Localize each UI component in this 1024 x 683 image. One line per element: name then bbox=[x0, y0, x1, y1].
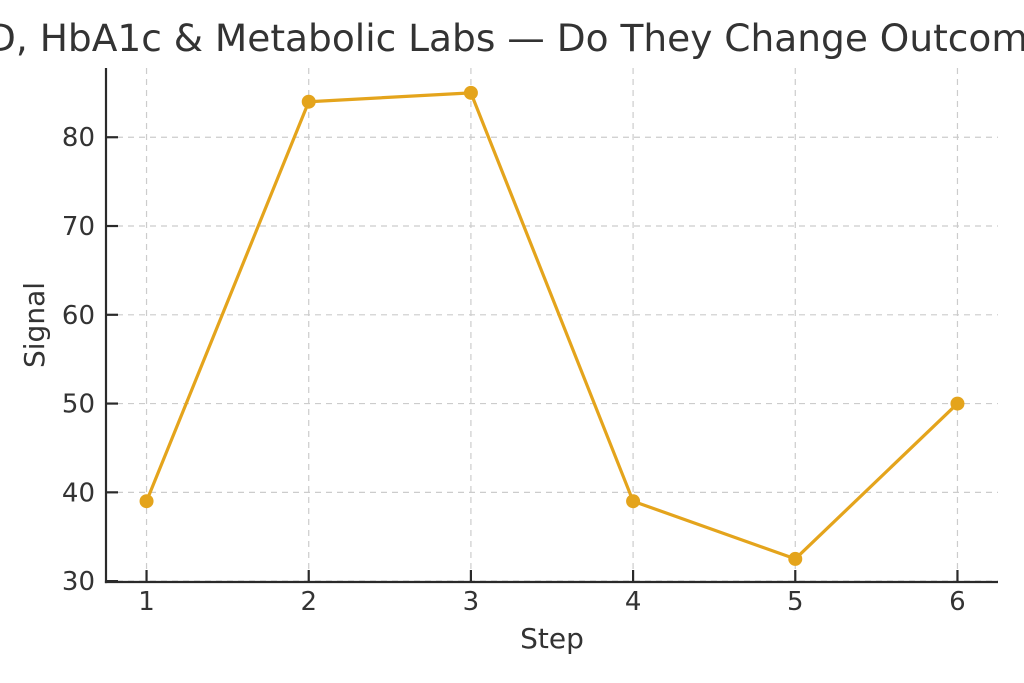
data-point bbox=[463, 85, 478, 100]
data-points bbox=[139, 85, 965, 566]
y-tick-label: 70 bbox=[62, 212, 95, 242]
x-axis-label: Step bbox=[520, 622, 584, 655]
y-tick-label: 60 bbox=[62, 301, 95, 331]
tick-labels: 30 40 50 60 70 80 1 2 3 4 5 6 bbox=[62, 123, 966, 617]
y-tick-label: 50 bbox=[62, 390, 95, 420]
x-tick-label: 1 bbox=[138, 587, 155, 617]
data-point bbox=[139, 494, 154, 509]
chart-title: D, HbA1c & Metabolic Labs — Do They Chan… bbox=[0, 16, 1024, 60]
data-point bbox=[788, 551, 803, 566]
axes-spines bbox=[104, 68, 998, 584]
data-point bbox=[950, 396, 965, 411]
title-container: D, HbA1c & Metabolic Labs — Do They Chan… bbox=[0, 0, 1024, 66]
x-tick-label: 4 bbox=[625, 587, 642, 617]
x-tick-label: 2 bbox=[300, 587, 317, 617]
x-tick-label: 5 bbox=[787, 587, 804, 617]
data-point bbox=[626, 494, 641, 509]
gridlines bbox=[106, 68, 998, 582]
y-tick-label: 40 bbox=[62, 478, 95, 508]
tick-marks bbox=[106, 136, 959, 583]
y-tick-label: 30 bbox=[62, 567, 95, 597]
data-point bbox=[301, 94, 316, 109]
y-axis-label: Signal bbox=[18, 282, 51, 368]
y-tick-label: 80 bbox=[62, 123, 95, 153]
x-tick-label: 3 bbox=[463, 587, 480, 617]
chart-line bbox=[144, 91, 960, 561]
x-tick-label: 6 bbox=[949, 587, 966, 617]
